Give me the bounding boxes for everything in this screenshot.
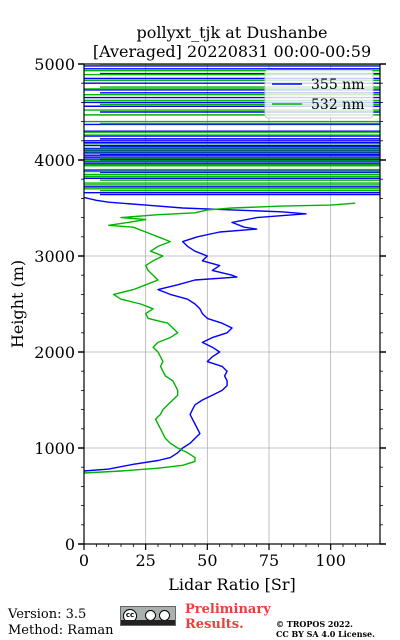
copyright-text: © TROPOS 2022. CC BY SA 4.0 License. xyxy=(276,619,375,639)
footer-info: Version: 3.5 Method: Raman xyxy=(8,607,114,639)
y-tick-label-5000: 5000 xyxy=(34,55,75,74)
x-tick-label-100: 100 xyxy=(315,551,346,570)
chart-title-line-2: [Averaged] 20220831 00:00-00:59 xyxy=(93,42,371,61)
x-tick-label-50: 50 xyxy=(197,551,217,570)
preliminary-results-text: Preliminary Results. xyxy=(185,602,271,632)
x-tick-label-25: 25 xyxy=(135,551,155,570)
preliminary-line-1: Preliminary xyxy=(185,602,271,617)
cc-license-bar xyxy=(121,620,175,625)
y-tick-label-0: 0 xyxy=(65,535,75,554)
preliminary-line-2: Results. xyxy=(185,617,244,632)
series-group xyxy=(84,196,356,474)
series-line-0 xyxy=(84,196,307,472)
copyright-line-2: CC BY SA 4.0 License. xyxy=(276,629,375,639)
y-axis-label: Height (m) xyxy=(8,260,27,348)
y-tick-label-4000: 4000 xyxy=(34,151,75,170)
x-tick-label-75: 75 xyxy=(259,551,279,570)
cc-icon: cc xyxy=(123,609,137,623)
y-tick-label-2000: 2000 xyxy=(34,343,75,362)
method-text: Method: Raman xyxy=(8,623,114,638)
legend-label-355: 355 nm xyxy=(311,77,364,93)
y-tick-label-3000: 3000 xyxy=(34,247,75,266)
version-text: Version: 3.5 xyxy=(8,607,87,622)
cc-by-sa-icon: cc xyxy=(120,606,176,626)
chart-title-line-1: pollyxt_tjk at Dushanbe xyxy=(136,23,327,42)
legend-label-532: 532 nm xyxy=(311,97,364,113)
series-line-1 xyxy=(84,202,356,474)
legend: 355 nm 532 nm xyxy=(264,69,374,119)
x-tick-label-0: 0 xyxy=(79,551,89,570)
copyright-line-1: © TROPOS 2022. xyxy=(276,619,353,629)
y-tick-label-1000: 1000 xyxy=(34,439,75,458)
legend-box xyxy=(264,69,374,119)
x-axis-label: Lidar Ratio [Sr] xyxy=(168,575,296,594)
